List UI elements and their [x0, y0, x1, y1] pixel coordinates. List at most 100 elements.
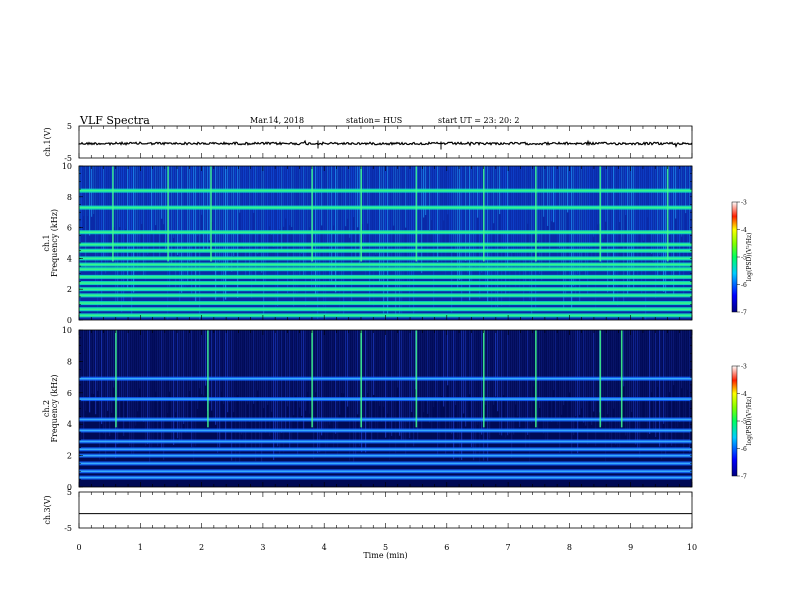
spectrogram-column — [429, 330, 431, 423]
spectrogram-column — [141, 166, 143, 224]
spectrogram-column — [293, 166, 295, 307]
spectrogram-column — [327, 330, 329, 449]
spectrogram-column — [633, 166, 635, 289]
spectrogram-column — [235, 330, 237, 463]
spectrogram-column — [425, 330, 427, 399]
spectrogram-spike — [112, 166, 114, 262]
x-tick-label: 4 — [322, 543, 327, 552]
spectrogram-column — [123, 330, 125, 436]
spectrogram-column — [453, 330, 455, 460]
spectrogram-column — [287, 330, 289, 407]
spectrogram-column — [357, 166, 359, 228]
spectrogram-column — [503, 330, 505, 396]
spectrogram-column — [401, 166, 403, 315]
colorbar-tick-label: -3 — [741, 364, 747, 371]
spectrogram-column — [175, 166, 177, 288]
spectrogram-column — [365, 166, 367, 279]
spectrogram-column — [241, 330, 243, 435]
spectrogram-band-core — [79, 440, 692, 443]
spectrogram-column — [669, 166, 671, 235]
spectrogram-column — [335, 166, 337, 293]
spectrogram-band-core — [79, 470, 692, 473]
spectrogram-column — [659, 166, 661, 256]
y-tick-label: 8 — [67, 193, 72, 202]
colorbar-tick-label: -4 — [741, 227, 747, 234]
spectrogram-column — [169, 166, 171, 287]
spectrogram-column — [657, 166, 659, 280]
spectrogram-column — [605, 330, 607, 462]
spectrogram-column — [171, 166, 173, 265]
spectrogram-column — [109, 166, 111, 235]
spectrogram-column — [579, 330, 581, 415]
spectrogram-spike — [482, 166, 485, 262]
spectrogram-column — [229, 166, 231, 261]
spectrogram-band-core — [79, 276, 692, 278]
spectrogram-column — [591, 166, 593, 271]
spectrogram-column — [373, 330, 375, 395]
spectrogram-column — [259, 330, 261, 448]
spectrogram-column — [377, 166, 379, 255]
spectrogram-column — [643, 166, 645, 241]
spectrogram-column — [119, 166, 121, 228]
spectrogram-column — [615, 330, 617, 445]
spectrogram-column — [547, 330, 549, 441]
spectrogram-column — [289, 166, 291, 226]
spectrogram-column — [211, 330, 213, 411]
spectrogram-column — [309, 166, 311, 228]
spectrogram-column — [155, 330, 157, 392]
spectrogram-column — [153, 330, 155, 441]
colorbar-tick-label: -5 — [741, 255, 747, 262]
spectrogram-band-core — [79, 454, 692, 457]
spectrogram-column — [317, 166, 319, 319]
spectrogram-column — [359, 166, 361, 264]
spectrogram-column — [221, 166, 223, 283]
spectrogram-column — [395, 330, 397, 454]
spectrogram-column — [419, 330, 421, 398]
spectrogram-column — [529, 330, 531, 462]
spectrogram-column — [269, 166, 271, 227]
spectrogram-column — [177, 166, 179, 256]
spectrogram-column — [255, 330, 257, 462]
colorbar-tick-label: -6 — [741, 282, 747, 289]
spectrogram-column — [241, 166, 243, 243]
spectrogram-column — [525, 166, 527, 282]
colorbar-tick-label: -5 — [741, 419, 747, 426]
spectrogram-column — [121, 166, 123, 313]
spectrogram-column — [631, 330, 633, 412]
spectrogram-column — [549, 166, 551, 271]
spectrogram-column — [635, 166, 637, 243]
spectrogram-column — [217, 166, 219, 268]
y-tick-label: 4 — [67, 254, 72, 263]
spectrogram-column — [491, 166, 493, 310]
spectrogram-column — [427, 330, 429, 414]
spectrogram-column — [539, 166, 541, 274]
spectrogram-column — [449, 330, 451, 432]
y-tick-label: 5 — [67, 122, 72, 131]
spectrogram-column — [597, 166, 599, 225]
spectrogram-column — [307, 166, 309, 231]
y-tick-label: -5 — [64, 524, 72, 533]
spectrogram-column — [521, 166, 523, 257]
spectrogram-column — [533, 330, 535, 387]
spectrogram-column — [341, 330, 343, 394]
spectrogram-column — [183, 166, 185, 288]
spectrogram-column — [99, 330, 101, 460]
spectrogram-spike — [415, 330, 418, 428]
spectrogram-column — [263, 166, 265, 315]
spectrogram-column — [551, 166, 553, 222]
spectrogram-column — [275, 330, 277, 440]
spectrogram-column — [359, 330, 361, 446]
spectrogram-column — [569, 166, 571, 289]
spectrogram-column — [499, 330, 501, 435]
spectrogram-band-core — [79, 206, 692, 209]
spectrogram-column — [527, 166, 529, 224]
spectrogram-column — [651, 330, 653, 393]
spectrogram-column — [139, 166, 141, 261]
spectrogram-column — [111, 166, 113, 233]
spectrogram-spike — [360, 330, 362, 428]
spectrogram-column — [505, 166, 507, 294]
x-tick-label: 6 — [444, 543, 449, 552]
spectrogram-column — [501, 330, 503, 436]
spectrogram-column — [615, 166, 617, 292]
colorbar-label: log(PSD)(V²/Hz) — [746, 397, 753, 446]
